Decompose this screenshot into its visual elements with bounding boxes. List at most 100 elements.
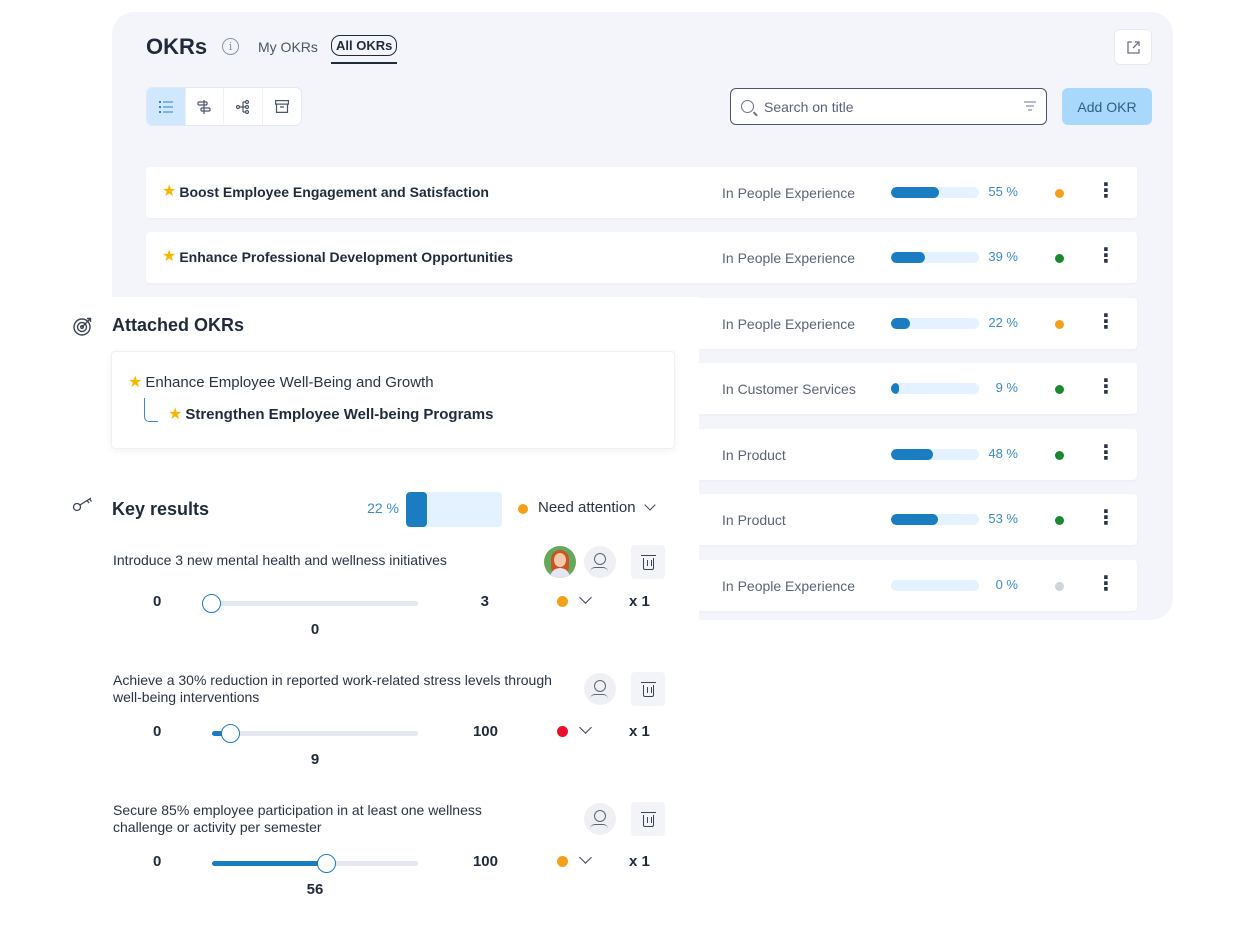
more-options-icon[interactable]: ⋮ bbox=[1096, 245, 1116, 267]
delete-button[interactable] bbox=[631, 672, 665, 706]
okr-progress-label: 22 % bbox=[988, 315, 1018, 330]
add-okr-button[interactable]: Add OKR bbox=[1062, 88, 1152, 125]
filter-icon[interactable] bbox=[1024, 99, 1036, 114]
tree-connector bbox=[144, 398, 158, 422]
chevron-down-icon[interactable] bbox=[579, 591, 592, 604]
tab-all-okrs[interactable]: All OKRs bbox=[331, 35, 398, 56]
key-result-slider bbox=[212, 724, 418, 743]
more-options-icon[interactable]: ⋮ bbox=[1096, 573, 1116, 595]
list-icon bbox=[158, 100, 173, 113]
key-result-min: 0 bbox=[153, 853, 162, 870]
archive-view-button[interactable] bbox=[263, 88, 301, 125]
key-result-status-dot bbox=[557, 726, 568, 737]
assign-user-button[interactable] bbox=[584, 546, 616, 578]
target-icon bbox=[72, 315, 94, 342]
slider-thumb[interactable] bbox=[220, 724, 240, 743]
chevron-down-icon bbox=[643, 499, 656, 511]
tree-icon bbox=[235, 99, 249, 114]
okr-row[interactable]: ★ Boost Employee Engagement and Satisfact… bbox=[146, 167, 1137, 218]
key-result-item: Achieve a 30% reduction in reported work… bbox=[55, 672, 699, 792]
key-result-name: Secure 85% employee participation in at … bbox=[113, 802, 482, 835]
star-icon: ★ bbox=[162, 248, 177, 265]
chevron-down-icon[interactable] bbox=[579, 721, 592, 734]
avatar[interactable] bbox=[544, 546, 576, 578]
info-icon[interactable]: i bbox=[222, 38, 239, 55]
slider-thumb[interactable] bbox=[202, 594, 221, 613]
key-result-status-dot bbox=[557, 596, 568, 607]
okr-progress-bar bbox=[891, 449, 979, 460]
okr-team: In Product bbox=[722, 447, 786, 463]
more-options-icon[interactable]: ⋮ bbox=[1096, 180, 1116, 202]
key-result-max: 100 bbox=[472, 723, 498, 740]
okr-detail-panel: Attached OKRs ★ Enhance Employee Well-Bei… bbox=[55, 297, 699, 938]
slider-thumb[interactable] bbox=[317, 854, 337, 873]
okr-status-dot bbox=[1055, 582, 1064, 591]
okr-team: In People Experience bbox=[722, 250, 856, 266]
archive-icon bbox=[274, 100, 289, 113]
user-icon bbox=[590, 810, 608, 825]
key-result-name: Introduce 3 new mental health and wellne… bbox=[113, 552, 447, 568]
more-options-icon[interactable]: ⋮ bbox=[1096, 311, 1116, 333]
assign-user-button[interactable] bbox=[584, 673, 616, 705]
key-results-title: Key results bbox=[112, 499, 210, 519]
okr-progress-bar bbox=[891, 383, 979, 394]
attached-okrs-title: Attached OKRs bbox=[112, 315, 245, 335]
key-results-progress-label: 22 % bbox=[367, 500, 399, 516]
okr-progress-bar bbox=[891, 580, 979, 591]
open-external-button[interactable] bbox=[1114, 29, 1152, 65]
okr-team: In People Experience bbox=[722, 316, 856, 332]
okr-status-dot bbox=[1055, 254, 1064, 263]
search-input[interactable] bbox=[764, 98, 1024, 115]
delete-button[interactable] bbox=[631, 802, 665, 836]
key-result-name: Achieve a 30% reduction in reported work… bbox=[113, 672, 552, 705]
child-okr[interactable]: ★ Strengthen Employee Well-being Programs bbox=[168, 406, 493, 423]
user-icon bbox=[590, 553, 608, 568]
parent-okr[interactable]: ★ Enhance Employee Well-Being and Growth bbox=[128, 374, 434, 391]
key-results-progress-bar bbox=[406, 492, 502, 527]
key-result-weight[interactable]: x 1 bbox=[629, 593, 650, 610]
more-options-icon[interactable]: ⋮ bbox=[1096, 442, 1116, 464]
key-result-current: 56 bbox=[306, 881, 324, 898]
status-dot bbox=[518, 504, 528, 514]
chevron-down-icon[interactable] bbox=[579, 851, 592, 864]
more-options-icon[interactable]: ⋮ bbox=[1096, 376, 1116, 398]
okr-progress-label: 53 % bbox=[988, 511, 1018, 526]
star-icon: ★ bbox=[162, 183, 177, 200]
roadmap-icon bbox=[197, 99, 211, 114]
roadmap-view-button[interactable] bbox=[186, 88, 224, 125]
okr-status-dot bbox=[1055, 320, 1064, 329]
delete-button[interactable] bbox=[631, 545, 665, 579]
key-result-min: 0 bbox=[153, 593, 162, 610]
key-result-max: 3 bbox=[480, 593, 489, 610]
trash-icon bbox=[640, 682, 656, 697]
key-result-item: Introduce 3 new mental health and wellne… bbox=[55, 545, 699, 672]
key-result-weight[interactable]: x 1 bbox=[629, 853, 650, 870]
okr-progress-fill bbox=[891, 383, 899, 394]
tree-view-button[interactable] bbox=[224, 88, 263, 125]
okr-progress-fill bbox=[891, 318, 911, 329]
key-result-max: 100 bbox=[472, 853, 498, 870]
list-view-button[interactable] bbox=[147, 88, 186, 125]
okr-progress-label: 39 % bbox=[988, 249, 1018, 264]
slider-fill bbox=[212, 861, 328, 866]
key-result-min: 0 bbox=[153, 723, 162, 740]
key-result-current: 0 bbox=[310, 621, 320, 638]
key-result-weight[interactable]: x 1 bbox=[629, 723, 650, 740]
okr-progress-bar bbox=[891, 514, 979, 525]
tab-my-okrs[interactable]: My OKRs bbox=[258, 39, 318, 55]
more-options-icon[interactable]: ⋮ bbox=[1096, 507, 1116, 529]
okr-progress-label: 55 % bbox=[988, 184, 1018, 199]
key-icon bbox=[72, 496, 96, 517]
okr-row-title: ★ Boost Employee Engagement and Satisfact… bbox=[162, 183, 489, 201]
okr-team: In Customer Services bbox=[722, 381, 856, 397]
okr-progress-fill bbox=[891, 514, 938, 525]
search-icon bbox=[741, 100, 754, 113]
okr-progress-bar bbox=[891, 252, 979, 263]
trash-icon bbox=[640, 812, 656, 827]
star-icon: ★ bbox=[128, 373, 143, 391]
assign-user-button[interactable] bbox=[584, 803, 616, 835]
view-mode-switch bbox=[146, 87, 302, 126]
user-icon bbox=[590, 680, 608, 695]
okr-row[interactable]: ★ Enhance Professional Development Opport… bbox=[146, 232, 1137, 283]
status-dropdown[interactable]: Need attention bbox=[538, 499, 656, 516]
